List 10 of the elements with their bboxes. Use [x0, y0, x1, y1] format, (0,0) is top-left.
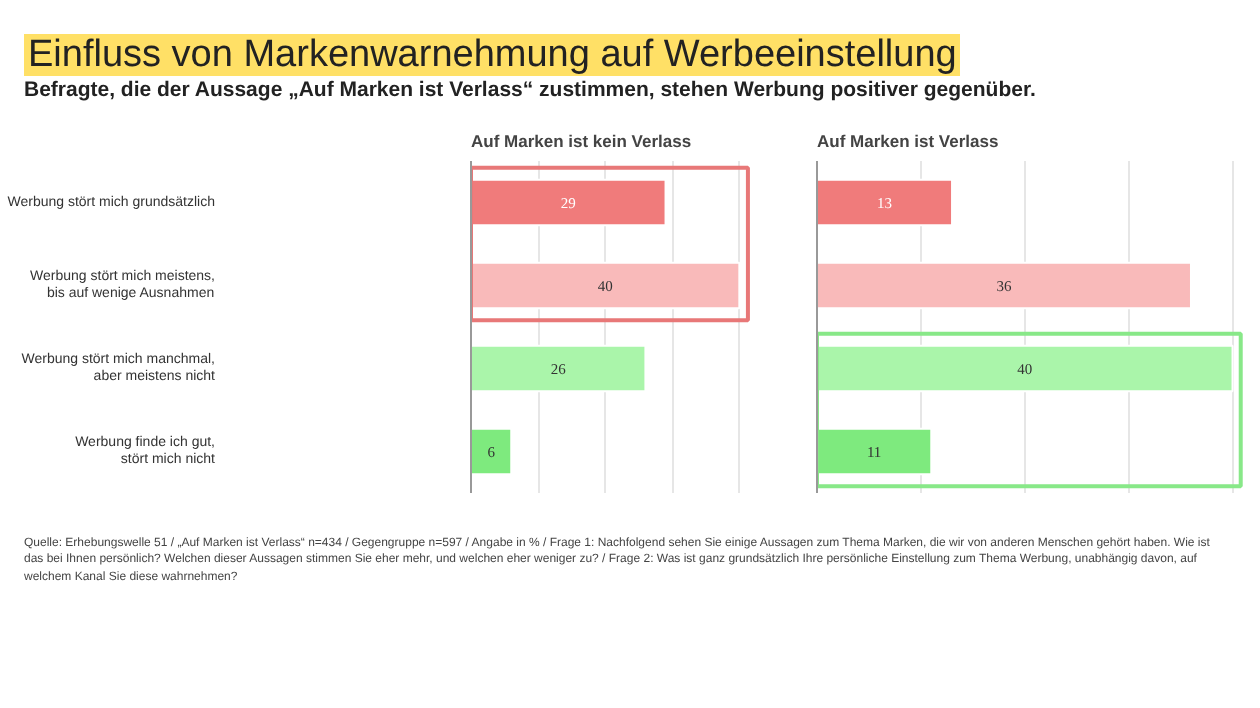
text: Befragte, die der Aussage „Auf Marken ist Verlass“ zustimmen, stehen Werbung positiver gegenüber.	[24, 76, 1036, 106]
bar	[471, 344, 647, 393]
chart-title: Auf Marken ist Verlass	[817, 131, 999, 151]
chart-title: Auf Marken ist kein Verlass	[471, 131, 692, 151]
bar	[817, 261, 1192, 310]
bar	[471, 261, 741, 310]
bar	[817, 178, 954, 227]
text: Einfluss von Markenwarnehmung auf Werbeeinstellung	[24, 34, 961, 76]
bar	[817, 344, 1234, 393]
bar	[471, 427, 513, 476]
